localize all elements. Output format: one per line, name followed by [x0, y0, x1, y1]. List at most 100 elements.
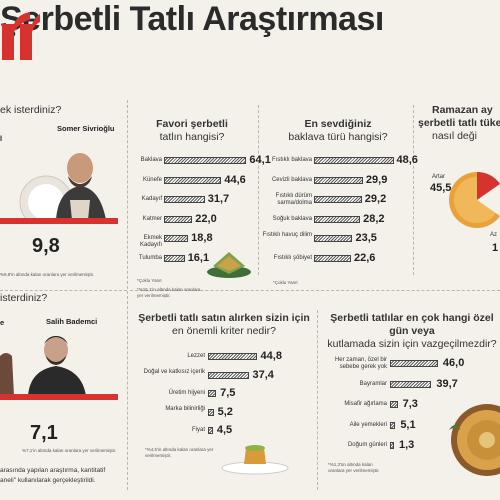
divider: [127, 100, 128, 490]
person-name: e: [0, 318, 5, 327]
bar: [164, 254, 185, 262]
bar-value: 1,3: [399, 439, 415, 451]
method-text: arasında yapılan araştırma, kantitatif: [0, 467, 106, 474]
accent-band: [0, 218, 118, 224]
bar: [390, 421, 396, 429]
bar-label: Lezzet: [187, 353, 205, 359]
bar: [314, 254, 351, 262]
pie-label: Az: [490, 232, 498, 238]
panel-title-bold: Şerbetli tatlı satın alırken sizin için: [138, 312, 310, 324]
footnote: *Çoklu Yanıt: [137, 278, 162, 283]
dessert-illustration: [207, 252, 251, 278]
bar-label: Fıstıklı havuç dilim: [262, 232, 312, 238]
bar-value: 48,6: [396, 154, 418, 166]
quote-mark-icon: [2, 12, 40, 60]
bar: [390, 380, 432, 388]
bar-label: Doğum günleri: [347, 442, 387, 448]
bar: [208, 427, 213, 434]
bar: [314, 176, 363, 184]
bar-label: Baklava: [140, 157, 162, 163]
accent-band: [0, 394, 118, 400]
dessert-tray-illustration: [449, 404, 500, 476]
pie-value: 45,5: [430, 182, 452, 194]
bar-value: 5,1: [400, 418, 416, 431]
bar-label: Marka bilinirliği: [165, 405, 205, 412]
bar: [314, 196, 362, 203]
bar: [164, 196, 205, 203]
bar-value: 64,1: [249, 154, 271, 166]
bar-value: 28,2: [363, 212, 385, 225]
bar: [164, 235, 189, 242]
method-text: aneli" kullanılarak gerçekleştirildi.: [0, 477, 96, 484]
bar-value: 31,7: [207, 193, 230, 205]
bar-value: 4,5: [216, 424, 233, 436]
person-name: l: [0, 134, 3, 143]
bar: [164, 215, 193, 223]
panel-title: Favori şerbetli tatlın hangisi?: [132, 118, 252, 144]
bar-label: Aile yemekleri: [349, 421, 387, 428]
bar: [208, 390, 217, 397]
bar-value: 44,6: [224, 173, 246, 186]
pie-value: 1: [492, 242, 499, 254]
bar: [208, 371, 249, 379]
bar: [164, 176, 222, 184]
bar-label: Fiyat: [191, 427, 205, 433]
bar: [314, 235, 353, 242]
person-name: Salih Bademci: [46, 317, 98, 326]
bar-label: Üretim hijyeni: [168, 390, 205, 396]
bar-value: 16,1: [187, 251, 210, 264]
dessert-illustration: [221, 445, 289, 475]
pie-chart: [449, 171, 500, 228]
panel-title-bold: Favori şerbetli: [156, 118, 228, 130]
panel-title-rest: kutlamada sizin için vazgeçilmezdir?: [327, 338, 497, 350]
footnote: %9,8'in altında kalan oranlara yer veril…: [0, 272, 95, 277]
bar-value: 46,0: [442, 357, 465, 369]
divider: [317, 310, 318, 490]
bar: [390, 442, 394, 449]
divider: [130, 290, 500, 291]
pie-slice: [477, 184, 500, 216]
footnote: *%4,5'in altında kalan oranlara yer veri…: [145, 447, 214, 458]
panel-title: Şerbetli tatlılar en çok hangi özel gün …: [322, 312, 500, 351]
bar-label: Fıstıklı dürüm sarma/dolma: [275, 193, 312, 206]
panel-title-rest: en önemli kriter nedir?: [172, 325, 276, 337]
score-value: 9,8: [32, 235, 60, 257]
bar-label: Ekmek Kadayıfı: [139, 235, 162, 248]
bar: [164, 157, 247, 164]
footnote: *Çoklu Yanıt: [273, 280, 298, 285]
divider: [0, 290, 127, 291]
bar-label: Cevizli baklava: [271, 176, 312, 183]
bar-value: 22,6: [353, 251, 376, 264]
panel-title: Ramazan ay şerbetli tatlı tüket nasıl de…: [418, 104, 500, 143]
panel-title-bold: Şerbetli tatlılar en çok hangi özel gün …: [330, 312, 494, 337]
bar: [314, 157, 394, 164]
pie-label: Artar: [432, 174, 446, 180]
pie-slice: [477, 171, 500, 200]
question-fragment: isterdiniz?: [0, 292, 48, 304]
panel-title: Şerbetli tatlı satın alırken sizin için …: [135, 312, 313, 338]
bar-label: Katmer: [142, 215, 162, 222]
bar-label: Fıstıklı şöbiyet: [273, 254, 312, 261]
bar-label: Her zaman, özel bir sebebe gerek yok: [334, 357, 387, 370]
panel-title-line: nasıl deği: [432, 130, 477, 142]
question-fragment: ek isterdiniz?: [0, 104, 62, 116]
bar-value: 37,4: [252, 368, 274, 381]
panel-title-bold: En sevdiğiniz: [304, 118, 372, 130]
panel-title-line: Ramazan ay: [432, 104, 493, 116]
footnote: *%1,3'ün altında kalan oranlara yer veri…: [328, 462, 380, 473]
panel-title-rest: tatlın hangisi?: [159, 131, 225, 143]
bar-label: Kadayıf: [141, 196, 162, 202]
bar-label: Bayramlar: [359, 380, 387, 387]
bar: [390, 360, 438, 367]
bar-value: 44,8: [260, 350, 282, 362]
person-name: Somer Sivrioğlu: [57, 124, 115, 133]
divider: [413, 105, 414, 275]
footnote: *%16,1'in altında kalan oranlara yer ver…: [137, 287, 201, 298]
divider: [258, 105, 259, 275]
bar-value: 39,7: [436, 377, 458, 390]
panel-title-line: şerbetli tatlı tüket: [418, 117, 500, 129]
chef-portrait: [0, 336, 86, 396]
bar: [208, 353, 257, 360]
bar: [208, 408, 214, 416]
footnote: %7,1'in altında kalan oranlara yer veril…: [22, 448, 117, 453]
